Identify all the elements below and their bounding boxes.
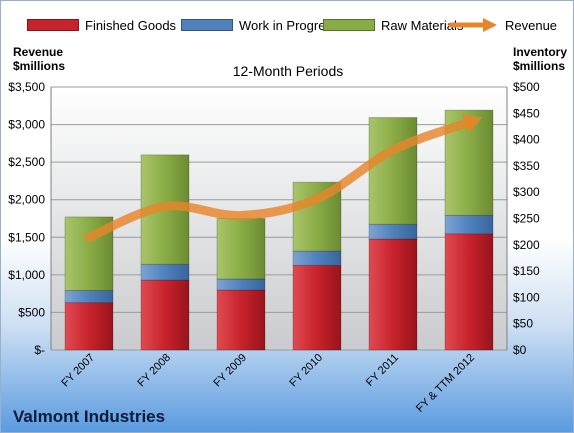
left-axis-title: Revenue $millions — [13, 45, 65, 73]
category-label: FY 2011 — [364, 352, 401, 389]
legend-label-raw-materials: Raw Materials — [381, 17, 464, 33]
category-label: FY 2010 — [287, 352, 325, 390]
right-axis-title-line1: Inventory — [513, 45, 568, 59]
bar-raw-materials — [216, 218, 266, 280]
revenue-arrowhead — [461, 114, 483, 134]
left-tick-label: $500 — [18, 305, 45, 319]
right-tick-label: $250 — [513, 212, 540, 226]
company-name: Valmont Industries — [13, 407, 166, 426]
right-tick-label: $0 — [513, 343, 527, 357]
bar-finished-goods — [64, 302, 114, 351]
right-axis-title-line2: $millions — [513, 59, 566, 73]
category-label: FY 2007 — [59, 352, 97, 390]
right-tick-label: $200 — [513, 238, 540, 252]
bar-raw-materials — [368, 117, 418, 225]
legend-item-raw-materials: Raw Materials — [323, 15, 463, 35]
right-axis-title: Inventory $millions — [513, 45, 567, 73]
right-tick-label: $500 — [513, 80, 540, 94]
legend-label-revenue: Revenue — [505, 17, 558, 33]
left-tick-label: $3,500 — [8, 80, 45, 94]
category-label: FY 2009 — [211, 352, 249, 390]
left-tick-label: $1,000 — [8, 268, 45, 282]
right-tick-label: $450 — [513, 106, 540, 120]
chart-title: 12-Month Periods — [232, 63, 344, 79]
right-tick-label: $100 — [513, 290, 540, 304]
revenue-line — [84, 117, 474, 242]
bar-finished-goods — [292, 264, 342, 351]
bar-finished-goods — [140, 279, 190, 351]
left-tick-label: $1,500 — [8, 230, 45, 244]
legend-swatch-finished-goods — [27, 19, 79, 31]
bar-work-in-progress — [216, 278, 266, 291]
bar-work-in-progress — [140, 263, 190, 281]
right-tick-label: $400 — [513, 133, 540, 147]
left-tick-label: $3,000 — [8, 118, 45, 132]
right-tick-label: $350 — [513, 159, 540, 173]
left-axis-title-line1: Revenue — [13, 45, 64, 59]
left-axis-title-line2: $millions — [13, 59, 66, 73]
legend-label-work-in-progress: Work in Progress — [239, 17, 339, 33]
left-tick-label: $2,000 — [8, 193, 45, 207]
legend-item-revenue: Revenue — [447, 15, 557, 35]
bar-work-in-progress — [444, 214, 494, 235]
legend: Finished Goods Work in Progress Raw Mate… — [27, 15, 557, 35]
bar-finished-goods — [444, 233, 494, 351]
legend-swatch-work-in-progress — [181, 19, 233, 31]
right-tick-label: $50 — [513, 317, 533, 331]
right-tick-label: $150 — [513, 264, 540, 278]
left-tick-label: $2,500 — [8, 155, 45, 169]
legend-swatch-raw-materials — [323, 19, 375, 31]
legend-arrow-revenue — [448, 18, 497, 32]
category-label: FY 2008 — [135, 352, 173, 390]
left-tick-label: $- — [34, 343, 45, 357]
right-tick-label: $300 — [513, 185, 540, 199]
legend-label-finished-goods: Finished Goods — [85, 17, 177, 33]
bar-work-in-progress — [64, 290, 114, 304]
legend-item-work-in-progress: Work in Progress — [181, 15, 338, 35]
legend-item-finished-goods: Finished Goods — [27, 15, 176, 35]
bar-work-in-progress — [368, 223, 418, 240]
bar-finished-goods — [216, 289, 266, 351]
bar-finished-goods — [368, 238, 418, 351]
bar-work-in-progress — [292, 250, 342, 266]
category-label: FY & TTM 2012 — [414, 352, 477, 415]
